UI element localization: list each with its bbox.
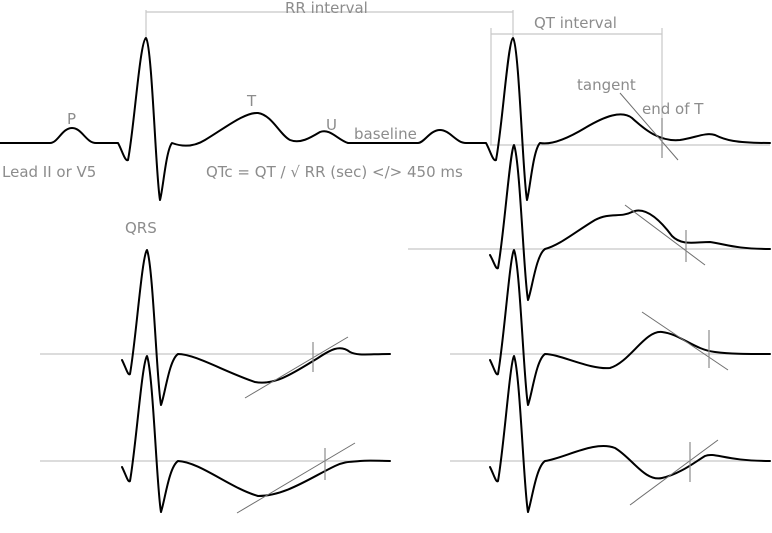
tangent-line-row3-left xyxy=(244,336,349,399)
tangent-line-row3-right xyxy=(641,311,729,371)
end-of-t-label: end of T xyxy=(642,100,704,118)
rr-interval-bracket xyxy=(145,10,514,40)
baseline-label: baseline xyxy=(354,125,417,143)
lead-label: Lead II or V5 xyxy=(2,163,96,181)
t-wave-label: T xyxy=(246,92,257,110)
tangent-label: tangent xyxy=(577,76,636,94)
tangent-line-row4-right xyxy=(629,439,719,506)
tangent-line-row4-left xyxy=(236,442,356,514)
p-wave-label: P xyxy=(67,110,76,128)
ecg-trace-row4-left xyxy=(121,355,391,513)
ecg-trace-row2-right xyxy=(489,144,771,301)
rr-interval-label: RR interval xyxy=(285,0,368,17)
ecg-main-trace xyxy=(0,37,771,201)
ecg-trace-row3-right xyxy=(489,249,771,406)
qt-interval-label: QT interval xyxy=(534,14,617,32)
qrs-label: QRS xyxy=(125,219,157,237)
tangent-line-row2 xyxy=(624,204,706,266)
ecg-trace-row4-right xyxy=(489,355,771,513)
tangent-line-top xyxy=(619,92,679,161)
ecg-trace-row3-left xyxy=(121,249,391,406)
qtc-formula: QTc = QT / √ RR (sec) </> 450 ms xyxy=(206,163,463,181)
u-wave-label: U xyxy=(326,116,337,134)
